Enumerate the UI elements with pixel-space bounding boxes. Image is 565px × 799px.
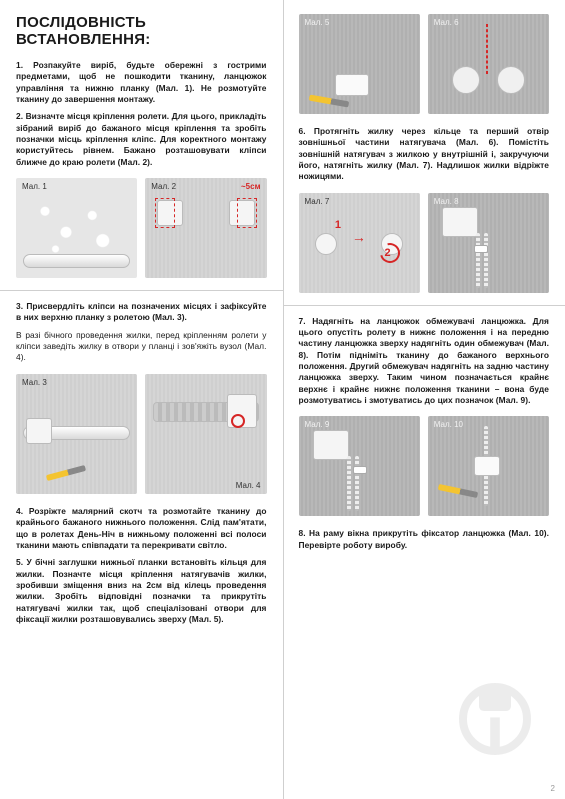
- blind-bg-icon: [145, 178, 266, 278]
- dimension-label: ~5см: [241, 182, 261, 191]
- figure-8-label: Мал. 8: [434, 197, 459, 206]
- horizontal-divider: [0, 290, 283, 291]
- figure-3-label: Мал. 3: [22, 378, 47, 387]
- tensioner-icon: [497, 66, 525, 94]
- figure-5: Мал. 5: [299, 14, 420, 114]
- step-7: 7. Надягніть на ланцюжок обмежувачі ланц…: [299, 316, 550, 407]
- red-circle-icon: [231, 414, 245, 428]
- figure-7-label: Мал. 7: [305, 197, 330, 206]
- chain-icon: [484, 233, 488, 288]
- limiter-icon: [474, 245, 488, 253]
- fixator-icon: [474, 456, 500, 476]
- figure-8: Мал. 8: [428, 193, 549, 293]
- horizontal-divider: [283, 305, 565, 306]
- figure-4-label: Мал. 4: [236, 481, 261, 490]
- figure-row-3-4: Мал. 3 Мал. 4: [16, 374, 267, 494]
- figure-2-label: Мал. 2: [151, 182, 176, 191]
- figure-3: Мал. 3: [16, 374, 137, 494]
- figure-7: Мал. 7 → 1 2: [299, 193, 420, 293]
- step-3b: В разі бічного проведення жилки, перед к…: [16, 330, 267, 364]
- figure-10: Мал. 10: [428, 416, 549, 516]
- step-5: 5. У бічні заглушки нижньої планки встан…: [16, 557, 267, 625]
- figure-6: Мал. 6: [428, 14, 549, 114]
- chain-icon: [347, 456, 351, 511]
- mechanism-icon: [442, 207, 478, 237]
- step-4: 4. Розріжте малярний скотч та розмотайте…: [16, 506, 267, 551]
- limiter-icon: [353, 466, 367, 474]
- figure-10-label: Мал. 10: [434, 420, 463, 429]
- watermark-icon: [455, 679, 535, 759]
- step-3: 3. Присвердліть кліпси на позначених міс…: [16, 301, 267, 324]
- right-column: Мал. 5 Мал. 6 6. Протягніть жилку через …: [283, 0, 565, 799]
- tensioner-icon: [335, 74, 369, 96]
- tensioner-icon: [452, 66, 480, 94]
- page: ПОСЛІДОВНІСТЬ ВСТАНОВЛЕННЯ: 1. Розпакуйт…: [0, 0, 565, 799]
- figure-row-7-8: Мал. 7 → 1 2 Мал. 8: [299, 193, 550, 293]
- figure-9: Мал. 9: [299, 416, 420, 516]
- figure-row-1-2: Мал. 1 Мал. 2 ~5см: [16, 178, 267, 278]
- blind-bg-icon: [145, 374, 266, 494]
- blind-bg-icon: [428, 14, 549, 114]
- chain-icon: [476, 233, 480, 288]
- figure-row-5-6: Мал. 5 Мал. 6: [299, 14, 550, 114]
- red-dash-icon: [155, 198, 175, 228]
- red-number-1: 1: [335, 219, 341, 231]
- string-icon: [486, 24, 488, 74]
- red-dash-icon: [237, 198, 257, 228]
- figure-5-label: Мал. 5: [305, 18, 330, 27]
- figure-4: Мал. 4: [145, 374, 266, 494]
- left-column: ПОСЛІДОВНІСТЬ ВСТАНОВЛЕННЯ: 1. Розпакуйт…: [0, 0, 283, 799]
- step-2: 2. Визначте місця кріплення ролети. Для …: [16, 111, 267, 168]
- chain-icon: [355, 456, 359, 511]
- figure-6-label: Мал. 6: [434, 18, 459, 27]
- step-6: 6. Протягніть жилку через кільце та перш…: [299, 126, 550, 183]
- figure-1-label: Мал. 1: [22, 182, 47, 191]
- red-arrow-icon: →: [352, 229, 366, 245]
- step-1: 1. Розпакуйте виріб, будьте обережні з г…: [16, 60, 267, 105]
- roller-icon: [23, 254, 130, 268]
- figure-1: Мал. 1: [16, 178, 137, 278]
- step-8: 8. На раму вікна прикрутіть фіксатор лан…: [299, 528, 550, 551]
- page-title: ПОСЛІДОВНІСТЬ ВСТАНОВЛЕННЯ:: [16, 14, 267, 48]
- figure-9-label: Мал. 9: [305, 420, 330, 429]
- page-number: 2: [551, 784, 555, 793]
- figure-2: Мал. 2 ~5см: [145, 178, 266, 278]
- figure-row-9-10: Мал. 9 Мал. 10: [299, 416, 550, 516]
- clip-icon: [26, 418, 52, 444]
- mechanism-icon: [313, 430, 349, 460]
